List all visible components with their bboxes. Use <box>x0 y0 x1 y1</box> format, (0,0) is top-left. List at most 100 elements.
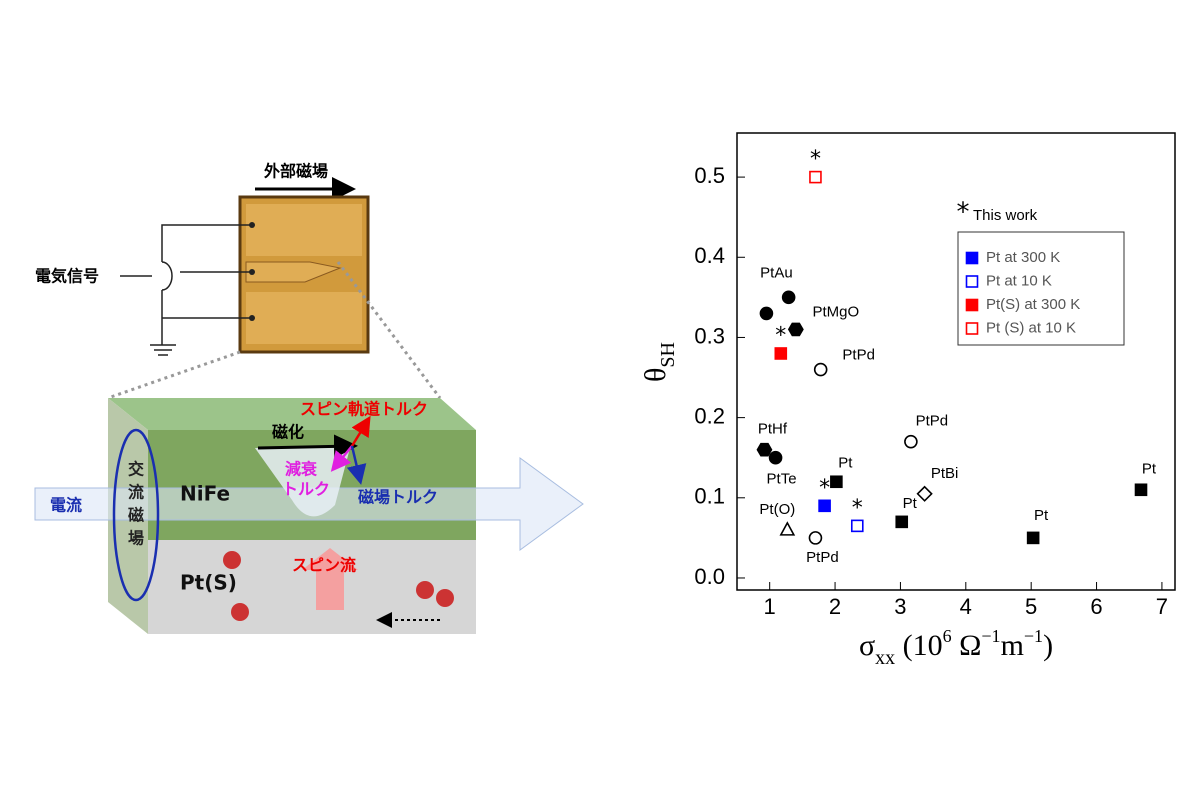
x-tick-label: 5 <box>1025 594 1037 619</box>
point <box>809 170 822 184</box>
y-tick-label: 0.3 <box>694 323 725 348</box>
point <box>779 521 796 536</box>
note-marker: * <box>852 496 863 521</box>
point <box>759 306 774 321</box>
ac-field-label: 磁 <box>128 506 144 525</box>
y-tick-label: 0.5 <box>694 163 725 188</box>
label-part: (10 <box>895 629 943 662</box>
point-label: PtAu <box>760 264 793 281</box>
label-part: SH <box>657 342 679 368</box>
x-tick-label: 1 <box>764 594 776 619</box>
x-tick-label: 7 <box>1156 594 1168 619</box>
label-part: −1 <box>981 626 1000 646</box>
point <box>781 290 796 305</box>
note-marker: * <box>957 198 970 228</box>
plot-frame <box>736 132 1176 591</box>
legend-marker <box>965 322 979 335</box>
field-label: 外部磁場 <box>263 162 328 181</box>
point <box>850 519 864 533</box>
point <box>818 499 831 513</box>
spin-current-label: スピン流 <box>292 556 356 575</box>
point <box>1134 483 1148 497</box>
pad <box>245 261 342 283</box>
point-label: PtPd <box>806 549 839 566</box>
x-tick-label: 2 <box>829 594 841 619</box>
legend-marker <box>965 298 979 312</box>
ac-field-label: 交 <box>128 460 144 479</box>
point <box>787 322 804 337</box>
point <box>768 450 783 465</box>
point-label: Pt <box>1034 507 1049 524</box>
note-marker: * <box>775 323 786 348</box>
point-label: PtBi <box>931 465 959 482</box>
circuit <box>150 224 252 356</box>
x-tick-label: 4 <box>960 594 972 619</box>
point <box>813 362 828 377</box>
spin <box>416 581 434 599</box>
damping-arrow <box>330 445 353 472</box>
spin <box>436 589 454 607</box>
label-part: θ <box>639 368 672 382</box>
damping-label: 減衰 <box>285 460 318 479</box>
sot-arrow <box>350 415 371 447</box>
point-label: Pt <box>903 495 918 512</box>
point-label: Pt <box>838 455 853 472</box>
point <box>756 442 773 457</box>
x-axis-label: σxx (106 Ω−1m−1) <box>859 626 1053 668</box>
label-part: ) <box>1043 629 1053 662</box>
y-axis-label: θSH <box>639 342 679 382</box>
point <box>774 347 788 360</box>
point-label: PtMgO <box>812 303 859 320</box>
nife-label: NiFe <box>180 482 230 506</box>
spin <box>231 603 249 621</box>
pad <box>246 292 362 344</box>
precession-cone <box>255 448 350 517</box>
legend-label: Pt(S) at 300 K <box>986 296 1080 313</box>
y-tick-label: 0.0 <box>694 564 725 589</box>
field-torque-arrow <box>346 445 367 485</box>
legend-frame <box>957 231 1125 346</box>
chart: 1 2 3 4 5 6 7 0.0 0.1 0.2 0.3 0.4 0.5 σxx (106 Ω−1m−1… <box>639 147 1168 668</box>
label-part: 6 <box>943 626 952 646</box>
magnetization-arrow <box>257 434 358 459</box>
circuit <box>120 261 173 291</box>
label-part: m <box>1001 629 1024 662</box>
signal-label: 電気信号 <box>35 267 99 286</box>
magnetization-label: 磁化 <box>272 423 304 442</box>
x-tick-label: 3 <box>894 594 906 619</box>
label-part: xx <box>875 647 895 669</box>
sot-label: スピン軌道トルク <box>300 400 428 419</box>
point-label: PtPd <box>842 346 875 363</box>
point-label: Pt <box>1142 461 1157 478</box>
legend-label: Pt at 10 K <box>986 272 1052 289</box>
y-tick-label: 0.1 <box>694 484 725 509</box>
top-face <box>108 398 476 430</box>
point <box>830 475 843 489</box>
point-label: Pt(O) <box>759 501 795 518</box>
point-label: PtPd <box>916 413 949 430</box>
point <box>1026 531 1040 545</box>
damping-label: トルク <box>282 480 330 499</box>
spin <box>223 551 241 569</box>
field-torque-label: 磁場トルク <box>358 488 438 507</box>
ac-field-label: 流 <box>128 483 144 502</box>
note: This work <box>973 207 1038 224</box>
point <box>904 434 918 449</box>
ac-field-label: 場 <box>128 529 144 548</box>
y-tick-label: 0.4 <box>694 243 725 268</box>
label-part: Ω <box>952 629 982 662</box>
legend-label: Pt at 300 K <box>986 249 1060 266</box>
label-part: −1 <box>1024 626 1043 646</box>
diagram: 外部磁場 電気信号 電流 交 流 磁 場 NiFe Pt(S) 磁化 スピン軌道… <box>34 162 584 634</box>
legend-label: Pt (S) at 10 K <box>986 319 1076 336</box>
point <box>808 531 823 545</box>
spin-current-arrow <box>302 548 358 610</box>
y-tick-label: 0.2 <box>694 403 725 428</box>
legend-marker <box>965 251 979 265</box>
note-marker: * <box>819 476 830 501</box>
current-label: 電流 <box>50 496 82 515</box>
note-marker: * <box>810 147 821 172</box>
pad <box>246 204 362 256</box>
point <box>895 515 909 529</box>
